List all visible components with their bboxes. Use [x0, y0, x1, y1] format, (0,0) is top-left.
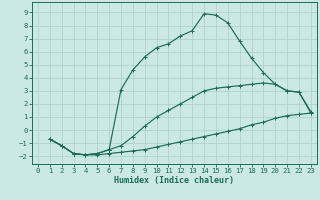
X-axis label: Humidex (Indice chaleur): Humidex (Indice chaleur)	[115, 176, 234, 185]
